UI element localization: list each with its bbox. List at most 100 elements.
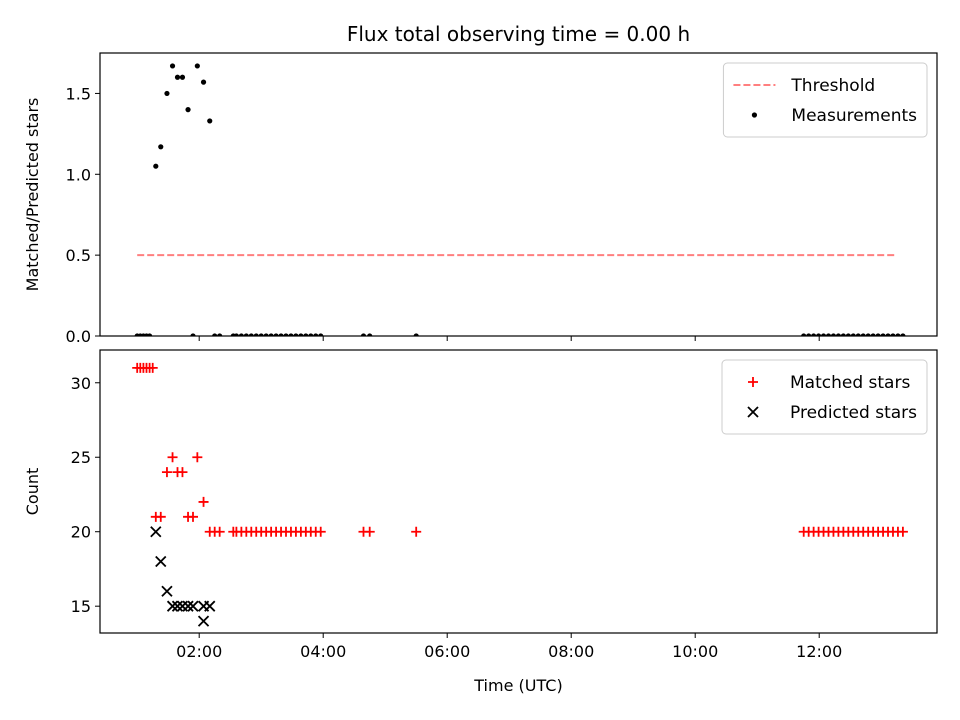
data-point xyxy=(169,63,176,69)
y-tick-label: 1.5 xyxy=(66,84,91,103)
data-point xyxy=(870,333,876,336)
y-tick-label: 30 xyxy=(71,374,91,393)
data-point xyxy=(850,333,856,336)
data-point xyxy=(825,333,832,336)
legend-swatch xyxy=(751,112,758,118)
data-point xyxy=(890,333,896,336)
y-axis-label: Count xyxy=(23,468,42,516)
data-point xyxy=(885,333,891,336)
series-matched-stars xyxy=(132,362,908,537)
data-point xyxy=(875,333,881,336)
y-tick-label: 25 xyxy=(71,448,91,467)
data-point xyxy=(298,333,304,336)
data-point xyxy=(315,526,326,537)
x-tick-label: 02:00 xyxy=(176,642,222,661)
data-point xyxy=(147,333,153,336)
data-point xyxy=(273,333,279,336)
data-point xyxy=(830,333,837,336)
data-point xyxy=(204,600,216,612)
legend-label: Threshold xyxy=(790,76,875,96)
data-point xyxy=(840,333,846,336)
legend-swatch xyxy=(748,377,758,387)
data-point xyxy=(880,333,886,336)
data-point xyxy=(806,333,812,336)
flux-ratio-panel: Flux total observing time = 0.00 h 0.0 0.5… xyxy=(23,22,938,346)
y-tick-label: 15 xyxy=(71,597,91,616)
x-tick-label: 08:00 xyxy=(548,642,594,661)
data-point xyxy=(313,333,319,336)
data-point xyxy=(155,511,166,522)
data-point xyxy=(197,615,210,627)
legend-box xyxy=(721,359,928,435)
legend-label: Predicted stars xyxy=(790,403,917,423)
data-point xyxy=(860,333,866,336)
data-point xyxy=(194,63,200,69)
data-point xyxy=(283,333,289,336)
data-point xyxy=(248,333,254,336)
legend: Matched stars Predicted stars xyxy=(721,359,928,435)
data-point xyxy=(167,452,178,463)
data-point xyxy=(308,333,314,336)
data-point xyxy=(164,90,170,97)
data-point xyxy=(198,496,209,507)
data-point xyxy=(897,526,908,537)
data-point xyxy=(190,333,196,336)
y-tick-label: 20 xyxy=(71,523,91,542)
plot-area xyxy=(132,362,908,627)
legend-label: Matched stars xyxy=(790,373,910,393)
data-point xyxy=(900,333,906,336)
data-point xyxy=(171,600,184,612)
axes-frame xyxy=(99,349,938,634)
data-point xyxy=(835,333,842,336)
data-point xyxy=(176,600,189,612)
data-point xyxy=(187,600,199,612)
data-point xyxy=(233,333,239,336)
data-point xyxy=(153,163,159,169)
star-count-panel: 02:00 04:00 06:00 08:00 10:00 12:00 15 20 25 30 Co… xyxy=(23,349,938,695)
data-point xyxy=(413,333,419,336)
data-point xyxy=(258,333,264,336)
axes-frame xyxy=(99,52,938,337)
data-point xyxy=(801,333,807,336)
data-point xyxy=(293,333,299,336)
legend-box xyxy=(722,62,928,138)
data-point xyxy=(174,74,181,80)
x-tick-label: 12:00 xyxy=(796,642,842,661)
data-point xyxy=(253,333,259,336)
data-point xyxy=(214,526,225,537)
data-point xyxy=(161,467,172,478)
data-point xyxy=(243,333,249,336)
y-axis-label: Matched/Predicted stars xyxy=(23,98,42,292)
data-point xyxy=(188,511,198,522)
x-axis-label: Time (UTC) xyxy=(473,676,562,695)
data-point xyxy=(147,362,158,373)
data-point xyxy=(182,600,194,612)
data-point xyxy=(855,333,861,336)
data-point xyxy=(200,79,207,85)
data-point xyxy=(238,333,244,336)
x-tick-label: 04:00 xyxy=(300,642,346,661)
data-point xyxy=(411,526,422,537)
data-point xyxy=(895,333,901,336)
data-point xyxy=(318,333,324,336)
legend-label: Measurements xyxy=(791,106,917,126)
data-point xyxy=(161,585,173,597)
data-point xyxy=(278,333,284,336)
x-tick-label: 06:00 xyxy=(424,642,470,661)
data-point xyxy=(185,107,191,113)
data-point xyxy=(212,333,218,336)
data-point xyxy=(845,333,851,336)
data-point xyxy=(207,118,213,124)
x-tick-label: 10:00 xyxy=(672,642,718,661)
data-point xyxy=(815,333,822,336)
data-point xyxy=(303,333,309,336)
data-point xyxy=(360,333,367,336)
data-point xyxy=(364,526,375,537)
legend-swatch xyxy=(747,406,759,418)
series-measurements xyxy=(134,63,906,336)
data-point xyxy=(217,333,223,336)
data-point xyxy=(367,333,373,336)
data-point xyxy=(811,333,817,336)
data-point xyxy=(192,452,203,463)
y-tick-label: 0.0 xyxy=(66,327,91,346)
